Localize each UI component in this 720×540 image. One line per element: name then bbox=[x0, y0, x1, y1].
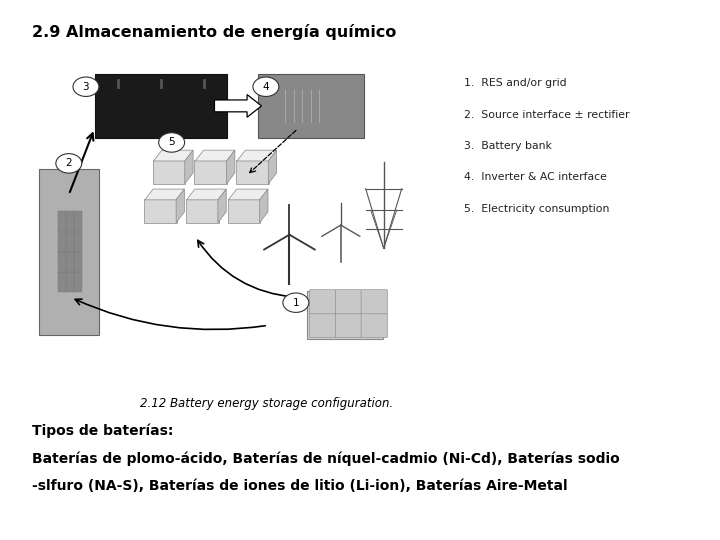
Bar bbox=[307, 291, 383, 339]
Text: 2.9 Almacenamiento de energía químico: 2.9 Almacenamiento de energía químico bbox=[32, 24, 397, 40]
FancyBboxPatch shape bbox=[361, 313, 387, 338]
FancyBboxPatch shape bbox=[186, 199, 219, 223]
FancyBboxPatch shape bbox=[228, 199, 261, 223]
FancyBboxPatch shape bbox=[153, 160, 186, 184]
Bar bbox=[58, 211, 67, 232]
Text: 2.12 Battery energy storage configuration.: 2.12 Battery energy storage configuratio… bbox=[140, 397, 393, 410]
Circle shape bbox=[56, 154, 82, 173]
Text: 4.  Inverter & AC interface: 4. Inverter & AC interface bbox=[464, 172, 607, 183]
Circle shape bbox=[73, 77, 99, 97]
Polygon shape bbox=[153, 150, 193, 161]
Bar bbox=[32, 43, 461, 392]
Circle shape bbox=[253, 77, 279, 97]
Bar bbox=[66, 231, 74, 252]
Circle shape bbox=[158, 133, 184, 152]
Polygon shape bbox=[260, 189, 268, 222]
Polygon shape bbox=[228, 189, 268, 200]
Text: 2: 2 bbox=[66, 158, 72, 168]
FancyBboxPatch shape bbox=[95, 74, 227, 138]
Polygon shape bbox=[145, 189, 184, 200]
Text: 3.  Battery bank: 3. Battery bank bbox=[464, 141, 552, 151]
Polygon shape bbox=[237, 150, 276, 161]
Text: 1: 1 bbox=[292, 298, 300, 308]
FancyBboxPatch shape bbox=[258, 74, 364, 138]
Bar bbox=[58, 231, 67, 252]
Text: 5.  Electricity consumption: 5. Electricity consumption bbox=[464, 204, 610, 214]
FancyBboxPatch shape bbox=[361, 289, 387, 314]
FancyBboxPatch shape bbox=[194, 160, 228, 184]
Polygon shape bbox=[195, 150, 235, 161]
Polygon shape bbox=[218, 189, 226, 222]
Bar bbox=[66, 272, 74, 292]
Bar bbox=[73, 272, 82, 292]
Text: 2.  Source interface ± rectifier: 2. Source interface ± rectifier bbox=[464, 110, 630, 120]
Polygon shape bbox=[176, 189, 184, 222]
Text: Tipos de baterías:: Tipos de baterías: bbox=[32, 424, 174, 438]
FancyBboxPatch shape bbox=[39, 169, 99, 335]
Text: 1.  RES and/or grid: 1. RES and/or grid bbox=[464, 78, 567, 89]
Bar bbox=[73, 211, 82, 232]
Text: Baterías de plomo-ácido, Baterías de níquel-cadmio (Ni-Cd), Baterías sodio: Baterías de plomo-ácido, Baterías de níq… bbox=[32, 452, 620, 467]
Text: -slfuro (NA-S), Baterías de iones de litio (Li-ion), Baterías Aire-Metal: -slfuro (NA-S), Baterías de iones de lit… bbox=[32, 479, 568, 493]
FancyBboxPatch shape bbox=[310, 313, 336, 338]
Bar bbox=[58, 272, 67, 292]
Bar bbox=[73, 252, 82, 272]
FancyBboxPatch shape bbox=[310, 289, 336, 314]
FancyBboxPatch shape bbox=[144, 199, 177, 223]
Bar bbox=[66, 252, 74, 272]
Polygon shape bbox=[185, 150, 193, 184]
FancyBboxPatch shape bbox=[236, 160, 269, 184]
FancyBboxPatch shape bbox=[336, 289, 361, 314]
Polygon shape bbox=[269, 150, 276, 184]
Text: 4: 4 bbox=[263, 82, 269, 92]
Bar bbox=[73, 231, 82, 252]
Polygon shape bbox=[227, 150, 235, 184]
Text: 5: 5 bbox=[168, 138, 175, 147]
Polygon shape bbox=[186, 189, 226, 200]
FancyBboxPatch shape bbox=[336, 313, 361, 338]
Text: 3: 3 bbox=[83, 82, 89, 92]
Bar bbox=[58, 252, 67, 272]
FancyArrow shape bbox=[215, 94, 261, 117]
Circle shape bbox=[283, 293, 309, 313]
Bar bbox=[66, 211, 74, 232]
